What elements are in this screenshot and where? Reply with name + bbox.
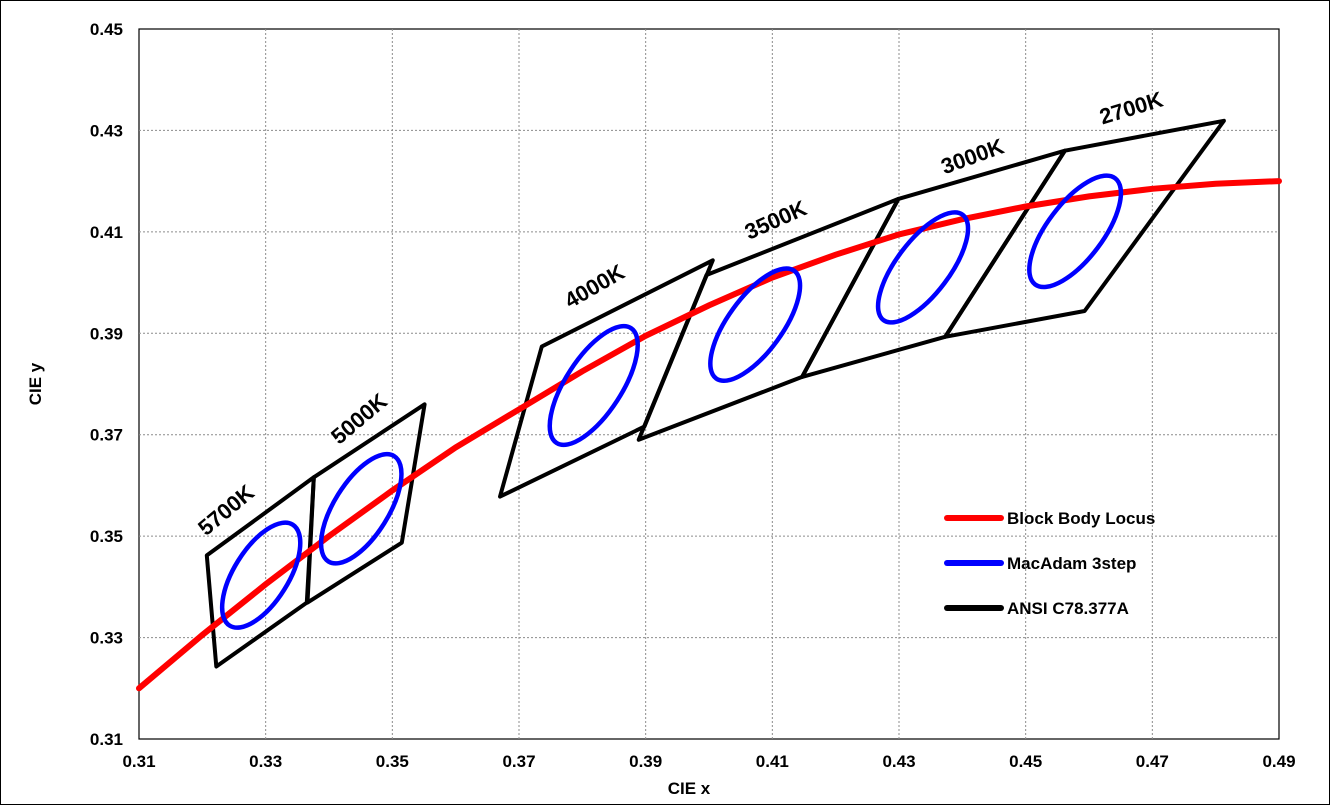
- x-tick-label: 0.47: [1136, 752, 1169, 771]
- y-tick-label: 0.45: [90, 20, 123, 39]
- y-tick-label: 0.39: [90, 324, 123, 343]
- ansi-quadrangles: [204, 118, 1226, 669]
- y-tick-label: 0.37: [90, 426, 123, 445]
- cct-label-5000k: 5000K: [326, 388, 392, 449]
- x-tick-label: 0.35: [376, 752, 409, 771]
- black-body-locus-line: [136, 178, 1282, 692]
- macadam-ellipse: [547, 323, 640, 448]
- x-tick-label: 0.37: [502, 752, 535, 771]
- y-axis-title: CIE y: [26, 362, 45, 405]
- x-tick-label: 0.39: [629, 752, 662, 771]
- y-tick-label: 0.43: [90, 121, 123, 140]
- y-tick-label: 0.31: [90, 730, 123, 749]
- x-tick-label: 0.33: [249, 752, 282, 771]
- x-tick-label: 0.43: [882, 752, 915, 771]
- y-tick-labels: 0.31 0.33 0.35 0.37 0.39 0.41 0.43 0.45: [90, 20, 123, 749]
- cct-label-2700k: 2700K: [1096, 87, 1165, 130]
- x-tick-label: 0.31: [122, 752, 155, 771]
- quadrangle-2700k: [943, 118, 1226, 339]
- grid-lines: [139, 29, 1279, 739]
- macadam-ellipse: [1027, 173, 1124, 290]
- y-tick-label: 0.35: [90, 527, 123, 546]
- x-tick-label: 0.45: [1009, 752, 1042, 771]
- quadrangle-5000k: [305, 402, 427, 605]
- x-tick-label: 0.49: [1262, 752, 1295, 771]
- x-tick-label: 0.41: [756, 752, 789, 771]
- cct-label-4000k: 4000K: [560, 259, 629, 313]
- macadam-ellipse: [318, 451, 404, 566]
- y-tick-label: 0.41: [90, 223, 123, 242]
- cct-label-5700k: 5700K: [193, 480, 259, 541]
- plot-area-border: [138, 28, 1280, 740]
- legend-label: Block Body Locus: [1007, 509, 1155, 528]
- macadam-ellipse: [875, 210, 971, 325]
- y-tick-label: 0.33: [90, 629, 123, 648]
- macadam-ellipses: [219, 173, 1124, 630]
- x-tick-labels: 0.31 0.33 0.35 0.37 0.39 0.41 0.43 0.45 0.47 0.49: [122, 752, 1295, 771]
- quadrangle-4000k: [498, 258, 715, 499]
- legend: Block Body Locus MacAdam 3step ANSI C78.37…: [944, 509, 1155, 618]
- legend-label: ANSI C78.377A: [1007, 599, 1129, 618]
- x-axis-title: CIE x: [668, 779, 711, 798]
- legend-label: MacAdam 3step: [1007, 554, 1136, 573]
- macadam-ellipse: [219, 520, 303, 630]
- plot-area: [138, 28, 1280, 740]
- macadam-ellipse: [708, 266, 803, 384]
